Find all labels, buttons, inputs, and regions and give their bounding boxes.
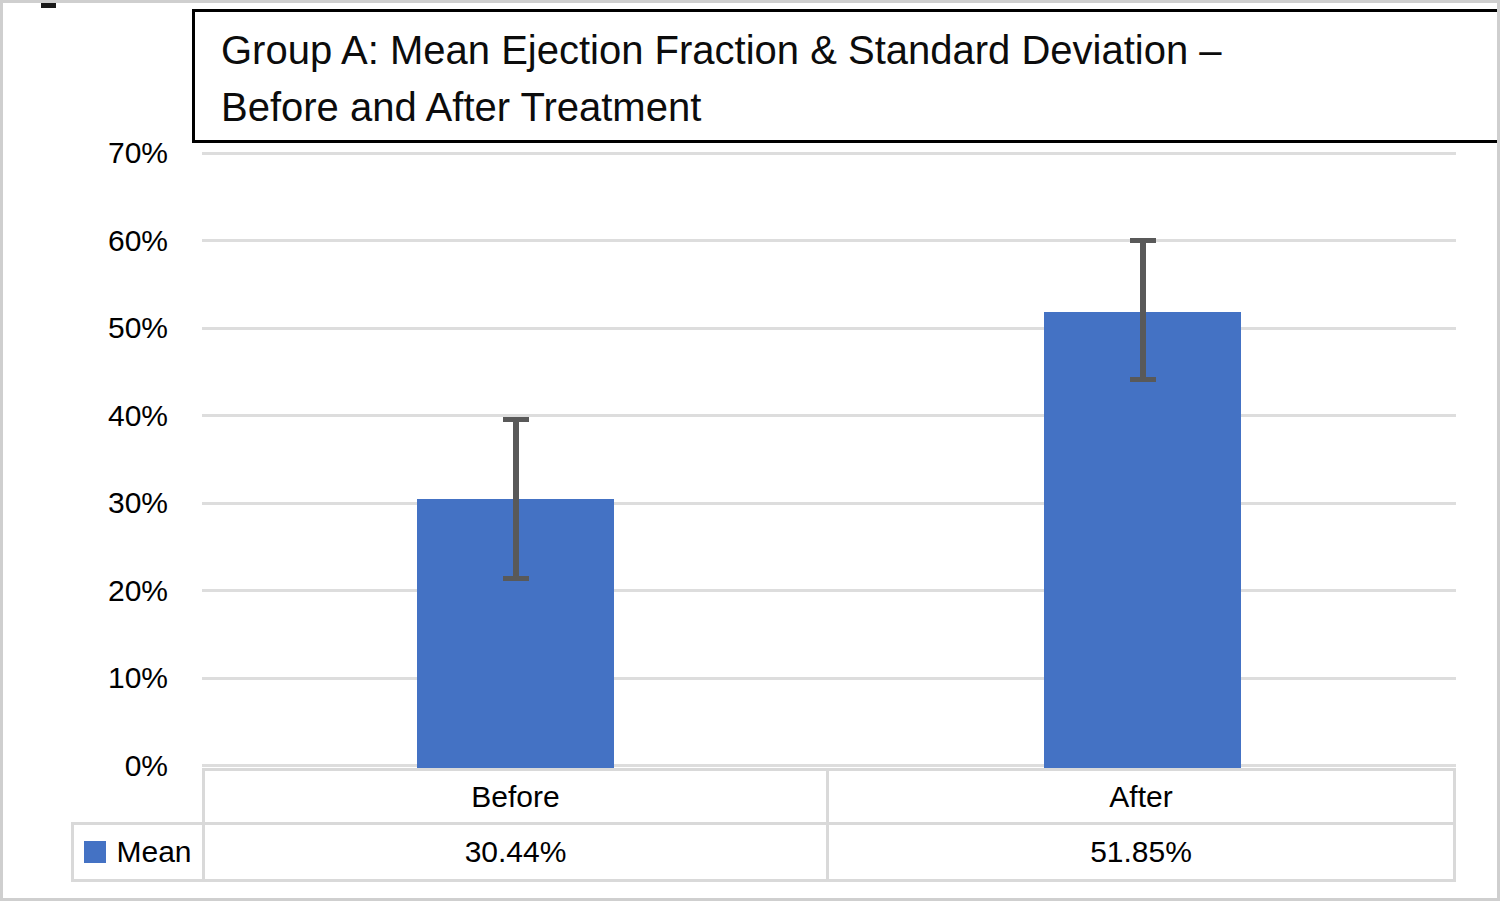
error-bar-line-after [1140,241,1146,380]
bar-chart-figure: Group A: Mean Ejection Fraction & Standa… [0,0,1500,901]
y-axis-label-40: 40% [43,397,168,435]
y-gridline-0 [202,764,1456,767]
error-bar-line-before [513,420,519,578]
y-gridline-10 [202,677,1456,680]
legend-cell-mean: Mean [71,822,205,882]
error-bar-cap-top-before [503,417,529,422]
chart-title-line-1: Group A: Mean Ejection Fraction & Standa… [221,22,1477,79]
value-cell-after: 51.85% [826,822,1456,882]
category-label-before: Before [471,780,559,814]
category-label-after: After [1109,780,1172,814]
y-axis-label-0: 0% [43,747,168,785]
y-axis-label-70: 70% [43,134,168,172]
value-label-after: 51.85% [1090,835,1192,869]
y-axis-label-60: 60% [43,222,168,260]
error-bar-cap-bottom-after [1130,377,1156,382]
category-cell-after: After [826,768,1456,825]
y-axis-label-30: 30% [43,484,168,522]
y-gridline-50 [202,327,1456,330]
chart-title-box: Group A: Mean Ejection Fraction & Standa… [192,9,1500,143]
top-edge-artifact [41,3,56,8]
error-bar-cap-bottom-before [503,576,529,581]
y-axis-label-50: 50% [43,309,168,347]
legend-label-mean: Mean [116,835,191,869]
y-gridline-40 [202,414,1456,417]
error-bar-cap-top-after [1130,238,1156,243]
y-axis-label-20: 20% [43,572,168,610]
value-label-before: 30.44% [465,835,567,869]
y-gridline-30 [202,502,1456,505]
y-gridline-20 [202,589,1456,592]
y-gridline-70 [202,152,1456,155]
chart-title-line-2: Before and After Treatment [221,79,1477,136]
mean-series-swatch-icon [84,841,106,863]
category-cell-before: Before [202,768,829,825]
y-gridline-60 [202,239,1456,242]
y-axis-label-10: 10% [43,659,168,697]
value-cell-before: 30.44% [202,822,829,882]
